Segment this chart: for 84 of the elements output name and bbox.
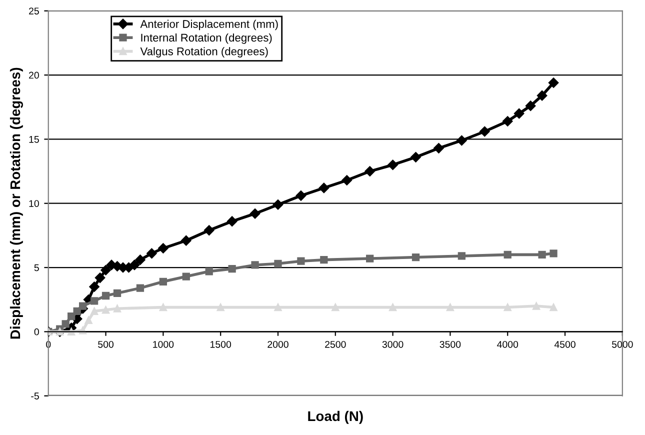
point bbox=[274, 260, 282, 268]
point bbox=[158, 243, 168, 254]
point bbox=[550, 250, 558, 258]
point bbox=[538, 250, 546, 259]
point bbox=[94, 272, 106, 283]
point bbox=[297, 257, 305, 265]
x-axis-title: Load (N) bbox=[308, 410, 363, 424]
x-tick-label: 1500 bbox=[210, 340, 232, 348]
x-tick-label: 3000 bbox=[382, 340, 404, 348]
point bbox=[332, 303, 340, 312]
point bbox=[135, 254, 146, 265]
point bbox=[548, 78, 559, 88]
point bbox=[228, 264, 236, 273]
point bbox=[182, 272, 190, 280]
point bbox=[204, 225, 214, 236]
point bbox=[146, 248, 157, 259]
point bbox=[79, 302, 87, 310]
point bbox=[89, 282, 100, 292]
point bbox=[514, 108, 524, 119]
point bbox=[320, 256, 328, 264]
point bbox=[412, 253, 420, 262]
point bbox=[68, 328, 76, 336]
y-tick-label: 5 bbox=[34, 264, 39, 272]
y-tick-label: 0 bbox=[34, 328, 39, 336]
point bbox=[388, 160, 398, 170]
point bbox=[532, 302, 540, 310]
x-tick-label: 2000 bbox=[268, 340, 288, 348]
y-tick-label: 20 bbox=[29, 72, 39, 79]
point bbox=[504, 303, 512, 312]
point bbox=[181, 235, 192, 246]
x-tick-label: 4500 bbox=[554, 340, 576, 348]
point bbox=[446, 303, 454, 312]
point bbox=[364, 166, 375, 176]
point bbox=[129, 260, 140, 270]
point bbox=[216, 303, 224, 312]
legend-label: Internal Rotation (degrees) bbox=[141, 33, 272, 44]
point bbox=[525, 100, 536, 111]
point bbox=[68, 312, 76, 320]
legend-label: Valgus Rotation (degrees) bbox=[140, 47, 268, 58]
point bbox=[205, 268, 213, 276]
point bbox=[458, 252, 466, 260]
point bbox=[113, 289, 122, 298]
y-tick-label: -5 bbox=[31, 392, 39, 400]
point bbox=[226, 216, 238, 226]
point bbox=[502, 116, 513, 126]
point bbox=[100, 264, 111, 276]
point bbox=[159, 303, 168, 312]
x-tick-label: 3500 bbox=[440, 340, 461, 348]
point bbox=[318, 182, 330, 194]
point bbox=[136, 284, 144, 292]
point bbox=[62, 320, 70, 328]
x-tick-label: 2500 bbox=[325, 340, 346, 348]
point bbox=[536, 90, 548, 101]
y-axis-title: Displacement (mm) or Rotation (degrees) bbox=[10, 68, 23, 339]
x-tick-label: 500 bbox=[98, 340, 114, 348]
point bbox=[388, 303, 397, 312]
x-tick-label: 5000 bbox=[612, 340, 633, 348]
point bbox=[90, 297, 98, 305]
point bbox=[480, 126, 490, 137]
point bbox=[102, 306, 110, 314]
legend-label: Anterior Displacement (mm) bbox=[140, 20, 278, 30]
y-tick-label: 15 bbox=[29, 136, 39, 143]
x-tick-label: 4000 bbox=[497, 340, 518, 348]
point bbox=[113, 304, 122, 312]
point bbox=[456, 135, 467, 146]
point bbox=[73, 307, 81, 315]
point bbox=[342, 175, 352, 186]
y-tick-label: 10 bbox=[29, 200, 39, 207]
point bbox=[434, 143, 444, 154]
point bbox=[504, 250, 512, 259]
point bbox=[84, 316, 92, 324]
point bbox=[250, 208, 260, 219]
point bbox=[90, 307, 98, 315]
x-tick-label: 1000 bbox=[153, 340, 174, 348]
point bbox=[410, 152, 421, 162]
point bbox=[159, 278, 168, 286]
point bbox=[272, 200, 284, 210]
point bbox=[550, 303, 558, 312]
y-tick-label: 25 bbox=[29, 8, 39, 14]
point bbox=[102, 292, 110, 300]
point bbox=[274, 303, 282, 312]
point bbox=[251, 261, 259, 269]
point bbox=[296, 190, 306, 201]
point bbox=[366, 254, 374, 262]
